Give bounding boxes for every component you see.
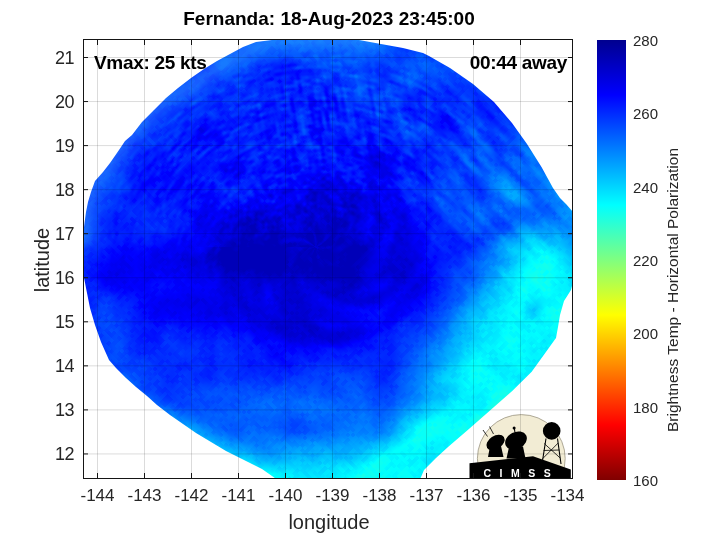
svg-text:C I M S S: C I M S S (483, 467, 553, 479)
